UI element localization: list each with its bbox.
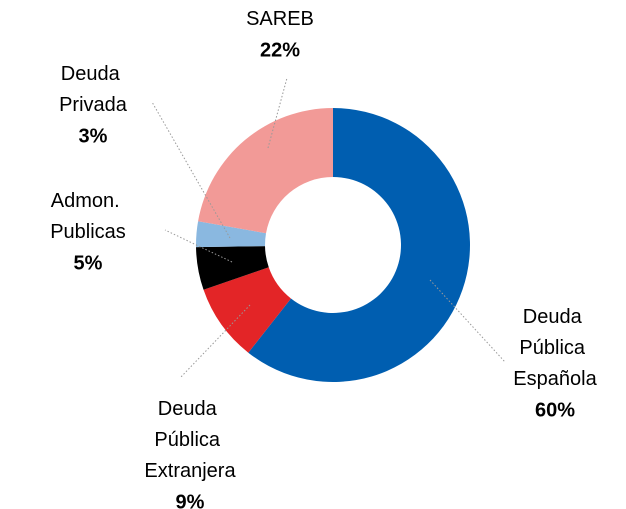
percent-label: 3% <box>79 125 108 147</box>
slice-label: Admon. Publicas <box>50 190 126 243</box>
leader-line <box>429 279 506 363</box>
donut-slice <box>248 108 470 383</box>
label-line: Publicas <box>50 221 126 243</box>
label-line: Privada <box>59 94 128 116</box>
percent-label: 60% <box>535 399 575 421</box>
slice-label: Deuda Privada <box>59 63 128 116</box>
label-line: Deuda <box>523 306 588 328</box>
label-line: Deuda <box>158 398 223 420</box>
donut-slice <box>196 221 267 248</box>
label-line: Extranjera <box>144 460 236 482</box>
donut-slice <box>196 246 269 290</box>
label-line: Española <box>513 368 597 390</box>
slice-label: Deuda Pública Española <box>513 306 597 390</box>
label-line: Admon. <box>51 190 125 212</box>
leader-line <box>267 77 288 149</box>
leader-line <box>179 304 251 379</box>
label-line: Deuda <box>61 63 126 85</box>
slice-label: SAREB <box>246 8 314 30</box>
donut-slice <box>203 267 291 353</box>
leader-line <box>151 101 231 239</box>
percent-label: 9% <box>176 491 205 509</box>
label-line: SAREB <box>246 8 314 30</box>
label-line: Pública <box>519 337 590 359</box>
percent-label: 22% <box>260 39 300 61</box>
label-line: Pública <box>154 429 225 451</box>
donut-slice <box>198 107 333 234</box>
slice-label: Deuda Pública Extranjera <box>144 398 236 482</box>
percent-label: 5% <box>74 252 103 274</box>
